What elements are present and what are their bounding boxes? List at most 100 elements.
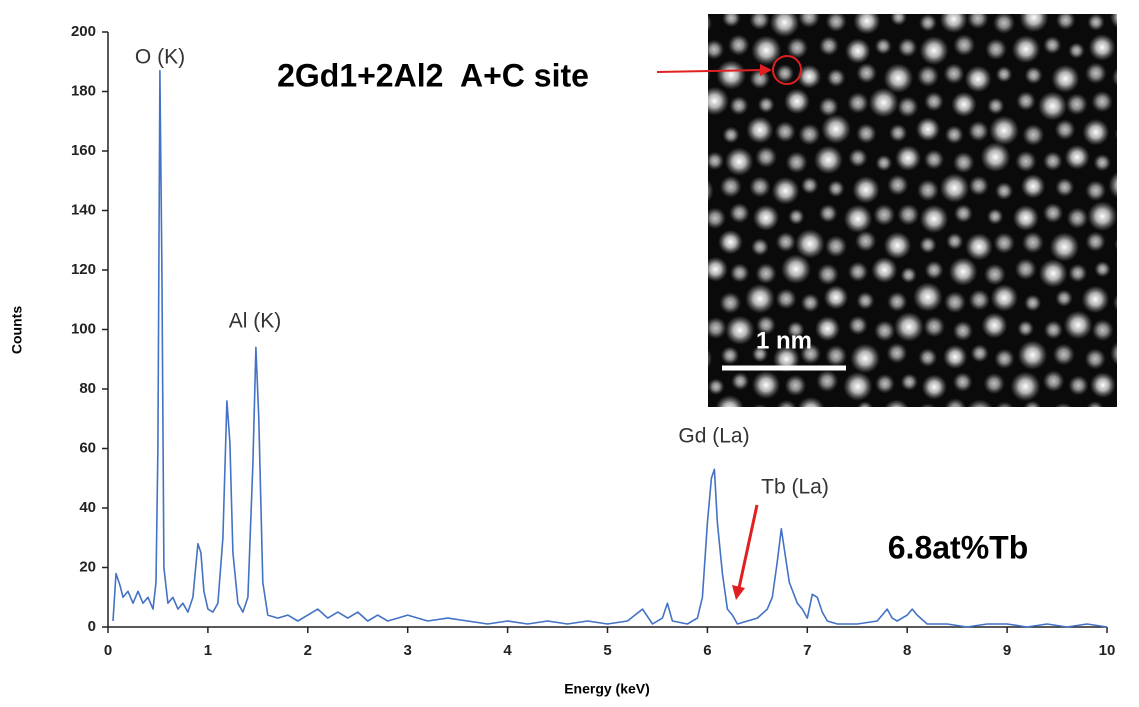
atom — [784, 88, 810, 115]
atom — [1049, 232, 1080, 262]
atom — [720, 346, 740, 365]
y-tick-label: 160 — [71, 142, 96, 159]
atom — [874, 320, 896, 342]
atom — [800, 343, 821, 365]
atom — [1024, 294, 1042, 312]
atom — [1054, 119, 1076, 141]
y-tick-label: 0 — [88, 618, 96, 635]
atom — [816, 370, 839, 393]
atom — [1043, 151, 1063, 171]
atom — [708, 128, 709, 132]
atom — [965, 232, 993, 261]
atom — [798, 123, 821, 146]
atom — [1117, 262, 1139, 288]
atom — [1022, 124, 1045, 146]
atom — [755, 146, 777, 168]
atom — [1019, 14, 1049, 33]
atom — [1064, 144, 1090, 170]
x-axis-label: Energy (keV) — [564, 681, 650, 697]
atom — [819, 35, 839, 56]
atom — [924, 260, 944, 280]
atom — [987, 97, 1005, 115]
atom — [875, 373, 895, 394]
atom — [708, 348, 713, 369]
atom — [918, 14, 937, 32]
atom — [775, 64, 795, 83]
y-tick-label: 80 — [79, 380, 96, 397]
atom — [1110, 341, 1117, 366]
x-tick-label: 0 — [104, 642, 112, 659]
atom — [918, 348, 938, 368]
atom — [1108, 171, 1117, 199]
atom — [1042, 370, 1065, 392]
x-tick-label: 8 — [903, 642, 911, 659]
atom — [781, 254, 812, 285]
atom — [923, 149, 945, 170]
atom — [1052, 343, 1075, 366]
atom — [919, 403, 936, 407]
atom — [1091, 319, 1114, 342]
atom — [1085, 180, 1107, 202]
atom — [900, 266, 917, 284]
atom — [939, 173, 970, 203]
y-axis-label: Counts — [9, 306, 25, 354]
x-tick-label: 10 — [1099, 642, 1116, 659]
peak-label: Tb (La) — [761, 476, 829, 499]
atom — [985, 38, 1007, 61]
atom — [855, 230, 877, 252]
atom — [795, 228, 825, 259]
atom — [1068, 263, 1088, 283]
atom — [897, 37, 918, 58]
atom — [1011, 35, 1041, 64]
atom — [1086, 401, 1104, 407]
atom — [752, 204, 780, 231]
atom — [708, 207, 727, 230]
atom — [826, 68, 846, 88]
atom — [890, 14, 907, 26]
atom — [831, 405, 841, 407]
atom — [814, 316, 841, 342]
atom — [1085, 231, 1106, 252]
atom — [1043, 36, 1062, 55]
atom — [897, 203, 920, 226]
atom — [708, 14, 712, 32]
atom — [774, 121, 796, 143]
atom — [943, 291, 966, 314]
atom — [1054, 402, 1073, 407]
atom — [875, 154, 893, 172]
atom — [827, 180, 845, 198]
atom — [886, 342, 908, 364]
atom — [919, 35, 949, 66]
atom — [708, 179, 714, 203]
atom — [745, 283, 775, 314]
atom — [818, 203, 838, 223]
atom — [1055, 14, 1076, 30]
atom — [989, 115, 1019, 146]
atom — [1017, 340, 1048, 370]
atom — [751, 238, 769, 256]
atom — [1116, 105, 1117, 109]
atom — [749, 14, 770, 30]
atom — [719, 175, 742, 198]
atom — [708, 39, 725, 60]
atom — [951, 91, 977, 118]
atom — [755, 262, 777, 285]
atom — [1068, 375, 1089, 396]
y-tick-label: 140 — [71, 201, 96, 218]
atom — [722, 126, 740, 144]
atom — [900, 373, 918, 391]
atom — [1091, 90, 1113, 113]
atom — [952, 151, 975, 174]
atom — [715, 394, 744, 407]
atom — [944, 398, 967, 407]
atom — [944, 125, 964, 145]
atom — [1066, 207, 1089, 229]
atom — [873, 203, 896, 226]
y-tick-label: 120 — [71, 261, 96, 278]
atom — [751, 370, 781, 400]
atom — [1109, 14, 1117, 29]
atom — [1012, 204, 1039, 231]
atom — [968, 289, 990, 311]
atom — [749, 176, 771, 198]
atom — [897, 96, 919, 118]
